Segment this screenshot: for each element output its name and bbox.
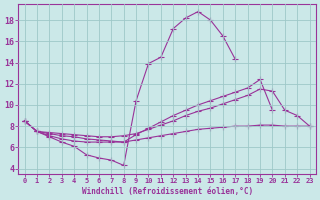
X-axis label: Windchill (Refroidissement éolien,°C): Windchill (Refroidissement éolien,°C) — [82, 187, 253, 196]
